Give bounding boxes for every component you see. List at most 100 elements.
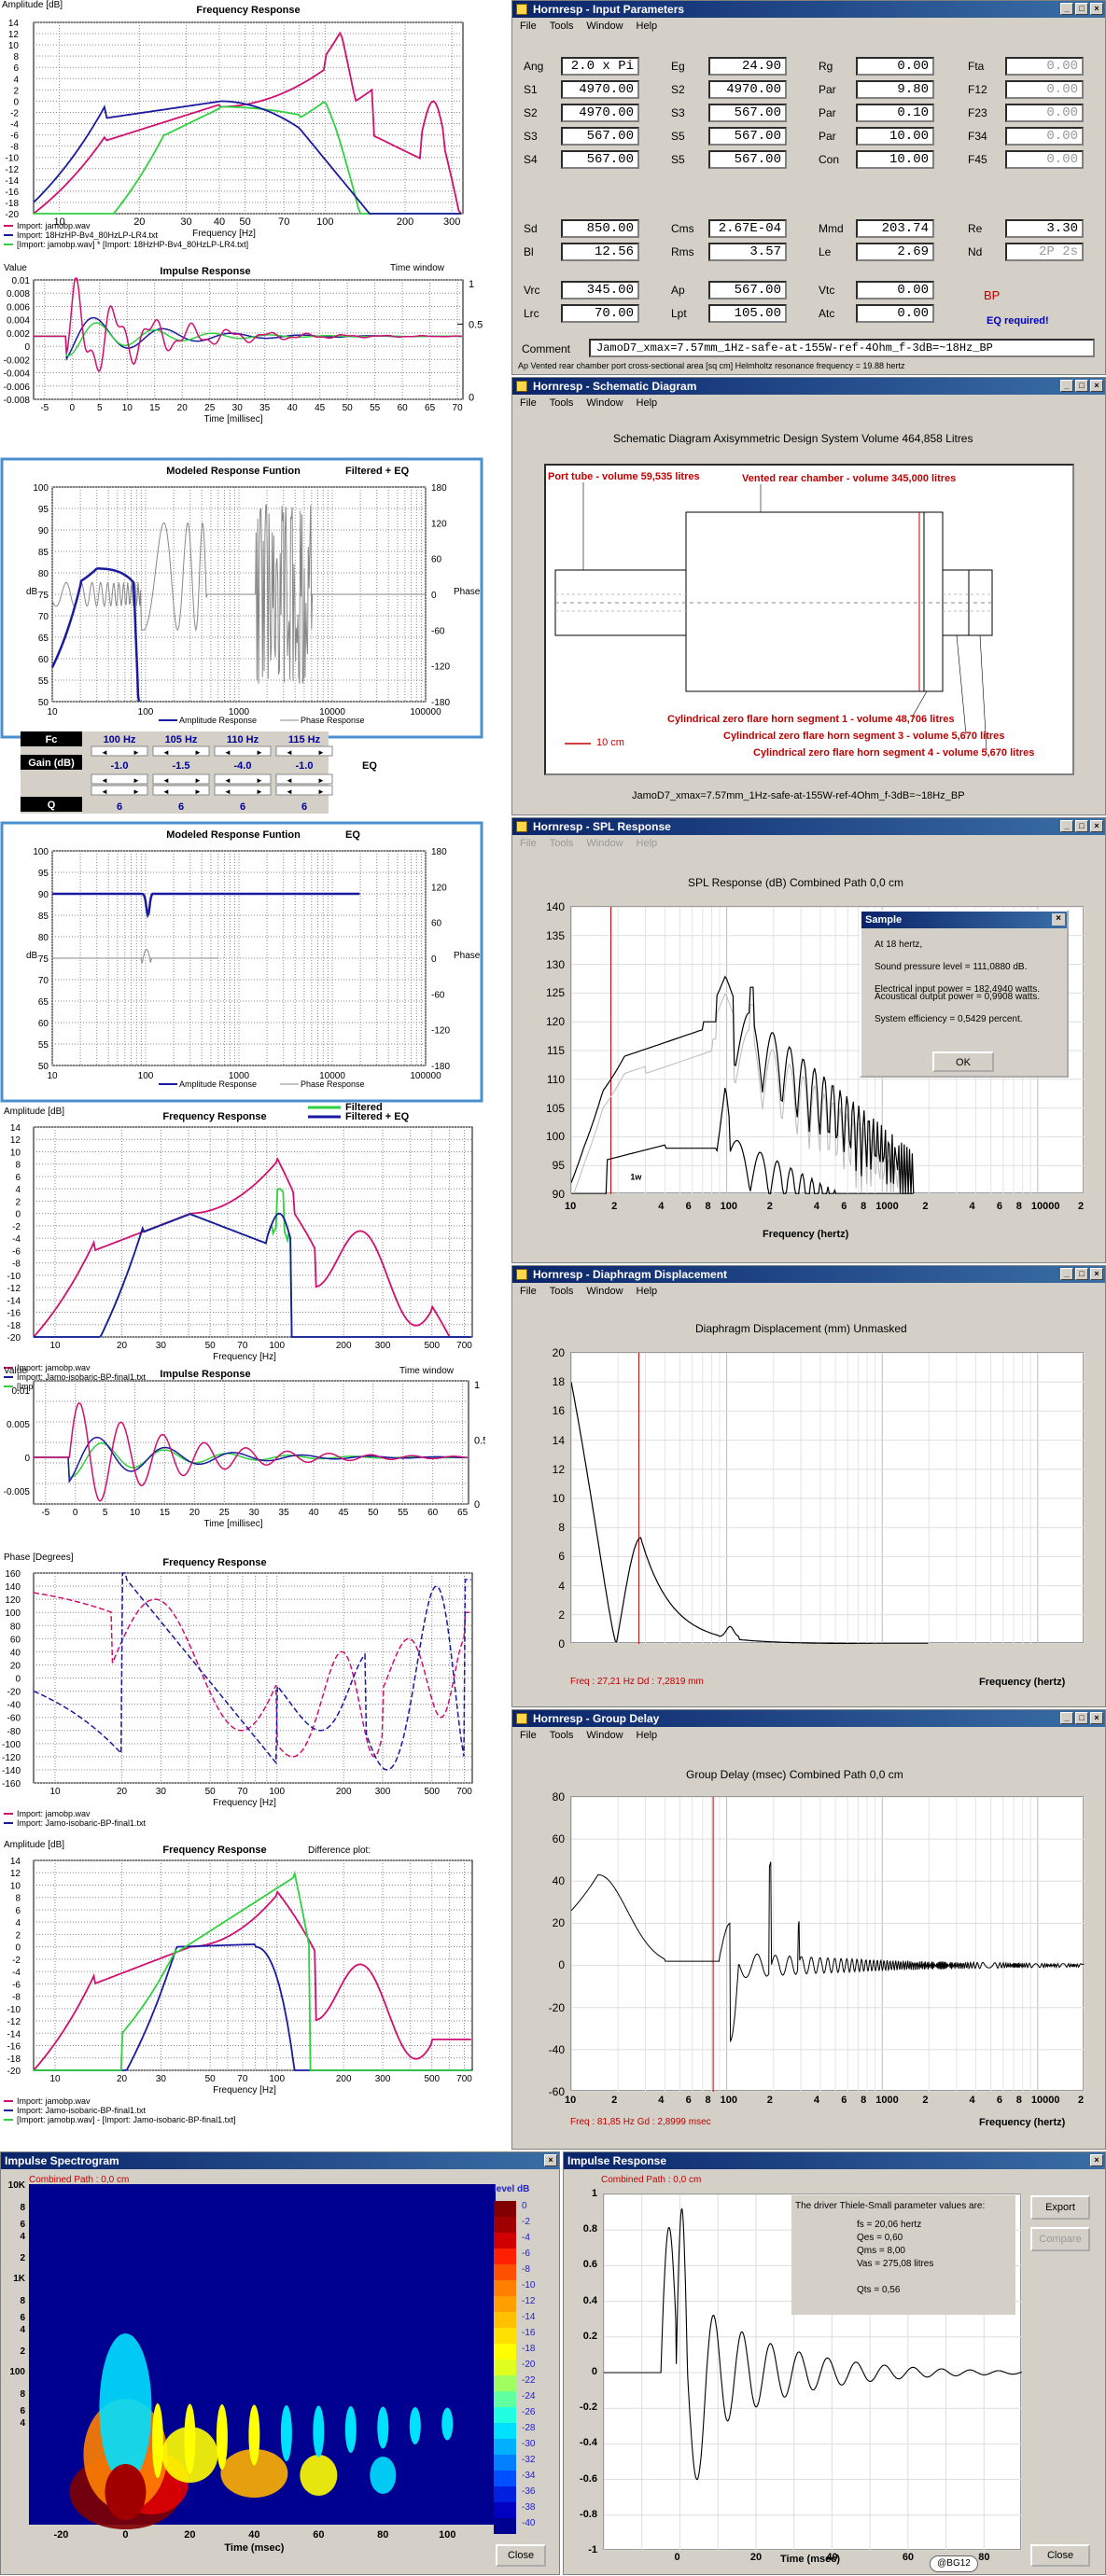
param-field-s5[interactable]: 567.00: [708, 127, 787, 146]
spectrogram-close-button[interactable]: Close: [496, 2544, 546, 2567]
x-label: Frequency [Hz]: [213, 1352, 276, 1362]
menu-tools[interactable]: Tools: [549, 1730, 574, 1741]
close-button[interactable]: ×: [1090, 1268, 1103, 1280]
param-field-eg[interactable]: 24.90: [708, 57, 787, 76]
menu-tools[interactable]: Tools: [549, 21, 574, 32]
param-field-s1[interactable]: 4970.00: [561, 80, 639, 99]
title-bar[interactable]: Impulse Response: [564, 2152, 1105, 2169]
param-field-con[interactable]: 10.00: [856, 150, 934, 169]
menu-window[interactable]: Window: [586, 21, 623, 32]
group-delay-plot[interactable]: [570, 1796, 1085, 2093]
x-tick: 2: [766, 1201, 773, 1212]
param-field-ap[interactable]: 567.00: [708, 281, 787, 299]
menu-bar: File Tools Window Help: [512, 1283, 1105, 1300]
legend-label: Amplitude Response: [179, 716, 257, 725]
title-bar[interactable]: Hornresp - Input Parameters: [512, 1, 1105, 18]
close-button[interactable]: ×: [1090, 380, 1103, 392]
menu-window[interactable]: Window: [586, 1730, 623, 1741]
param-field-s2[interactable]: 4970.00: [708, 80, 787, 99]
menu-help[interactable]: Help: [636, 1730, 658, 1741]
close-button[interactable]: ×: [1090, 2154, 1103, 2166]
param-field-f23[interactable]: 0.00: [1005, 104, 1084, 122]
maximize-button[interactable]: □: [1075, 3, 1088, 15]
menu-help[interactable]: Help: [636, 838, 658, 849]
param-field-re[interactable]: 3.30: [1005, 219, 1084, 238]
maximize-button[interactable]: □: [1075, 380, 1088, 392]
param-field-fta[interactable]: 0.00: [1005, 57, 1084, 76]
param-field-f45[interactable]: 0.00: [1005, 150, 1084, 169]
eq-freq: 115 Hz: [288, 734, 321, 745]
minimize-button[interactable]: _: [1060, 1268, 1073, 1280]
title-bar[interactable]: Hornresp - Diaphragm Displacement: [512, 1266, 1105, 1283]
param-field-s5[interactable]: 567.00: [708, 150, 787, 169]
minimize-button[interactable]: _: [1060, 1712, 1073, 1724]
param-field-par[interactable]: 0.10: [856, 104, 934, 122]
menu-window[interactable]: Window: [586, 397, 623, 409]
param-field-sd[interactable]: 850.00: [561, 219, 639, 238]
menu-help[interactable]: Help: [636, 1286, 658, 1297]
menu-file[interactable]: File: [520, 1286, 537, 1297]
param-field-rms[interactable]: 3.57: [708, 243, 787, 261]
menu-window[interactable]: Window: [586, 1286, 623, 1297]
param-field-vrc[interactable]: 345.00: [561, 281, 639, 299]
param-field-s2[interactable]: 4970.00: [561, 104, 639, 122]
ok-button[interactable]: OK: [932, 1051, 994, 1072]
param-field-le[interactable]: 2.69: [856, 243, 934, 261]
menu-file[interactable]: File: [520, 21, 537, 32]
eq-slider: [275, 773, 333, 785]
param-field-s4[interactable]: 567.00: [561, 150, 639, 169]
x-tick: 70: [237, 1341, 248, 1351]
menu-tools[interactable]: Tools: [549, 397, 574, 409]
close-button[interactable]: ×: [1090, 1712, 1103, 1724]
title-bar[interactable]: Hornresp - Schematic Diagram: [512, 378, 1105, 395]
title-bar[interactable]: Hornresp - Group Delay: [512, 1710, 1105, 1727]
menu-window[interactable]: Window: [586, 838, 623, 849]
menu-file[interactable]: File: [520, 397, 537, 409]
close-button[interactable]: ×: [1090, 820, 1103, 832]
menu-tools[interactable]: Tools: [549, 838, 574, 849]
param-field-s3[interactable]: 567.00: [561, 127, 639, 146]
maximize-button[interactable]: □: [1075, 820, 1088, 832]
minimize-button[interactable]: _: [1060, 3, 1073, 15]
close-button[interactable]: ×: [544, 2154, 557, 2166]
x-tick: 60: [427, 1508, 439, 1518]
menu-tools[interactable]: Tools: [549, 1286, 574, 1297]
param-field-mmd[interactable]: 203.74: [856, 219, 934, 238]
menu-file[interactable]: File: [520, 1730, 537, 1741]
x-tick: 15: [160, 1508, 171, 1518]
y-tick: 105: [545, 1101, 565, 1115]
param-field-f12[interactable]: 0.00: [1005, 80, 1084, 99]
param-field-bl[interactable]: 12.56: [561, 243, 639, 261]
right-tick: 1: [469, 279, 474, 290]
param-field-cms[interactable]: 2.67E-04: [708, 219, 787, 238]
maximize-button[interactable]: □: [1075, 1268, 1088, 1280]
param-field-ang[interactable]: 2.0 x Pi: [561, 57, 639, 76]
menu-help[interactable]: Help: [636, 21, 658, 32]
eq-left-arrow: ◄: [224, 748, 231, 757]
title-bar[interactable]: Hornresp - SPL Response: [512, 818, 1105, 835]
param-field-lpt[interactable]: 105.00: [708, 304, 787, 323]
dialog-title-bar[interactable]: Sample ×: [861, 912, 1067, 928]
title-bar[interactable]: Impulse Spectrogram: [1, 2152, 559, 2169]
impulse-close-button[interactable]: Close: [1030, 2544, 1090, 2567]
param-field-atc[interactable]: 0.00: [856, 304, 934, 323]
param-field-s3[interactable]: 567.00: [708, 104, 787, 122]
param-field-par[interactable]: 9.80: [856, 80, 934, 99]
minimize-button[interactable]: _: [1060, 820, 1073, 832]
menu-file[interactable]: File: [520, 838, 537, 849]
comment-field[interactable]: JamoD7_xmax=7.57mm_1Hz-safe-at-155W-ref-…: [589, 339, 1095, 357]
dialog-close-button[interactable]: ×: [1052, 913, 1065, 926]
param-field-vtc[interactable]: 0.00: [856, 281, 934, 299]
export-button[interactable]: Export: [1030, 2195, 1090, 2220]
param-field-par[interactable]: 10.00: [856, 127, 934, 146]
minimize-button[interactable]: _: [1060, 380, 1073, 392]
menu-help[interactable]: Help: [636, 397, 658, 409]
param-field-lrc[interactable]: 70.00: [561, 304, 639, 323]
param-field-nd[interactable]: 2P 2s: [1005, 243, 1084, 261]
close-button[interactable]: ×: [1090, 3, 1103, 15]
param-field-rg[interactable]: 0.00: [856, 57, 934, 76]
param-field-f34[interactable]: 0.00: [1005, 127, 1084, 146]
displacement-plot[interactable]: [570, 1352, 1085, 1645]
maximize-button[interactable]: □: [1075, 1712, 1088, 1724]
